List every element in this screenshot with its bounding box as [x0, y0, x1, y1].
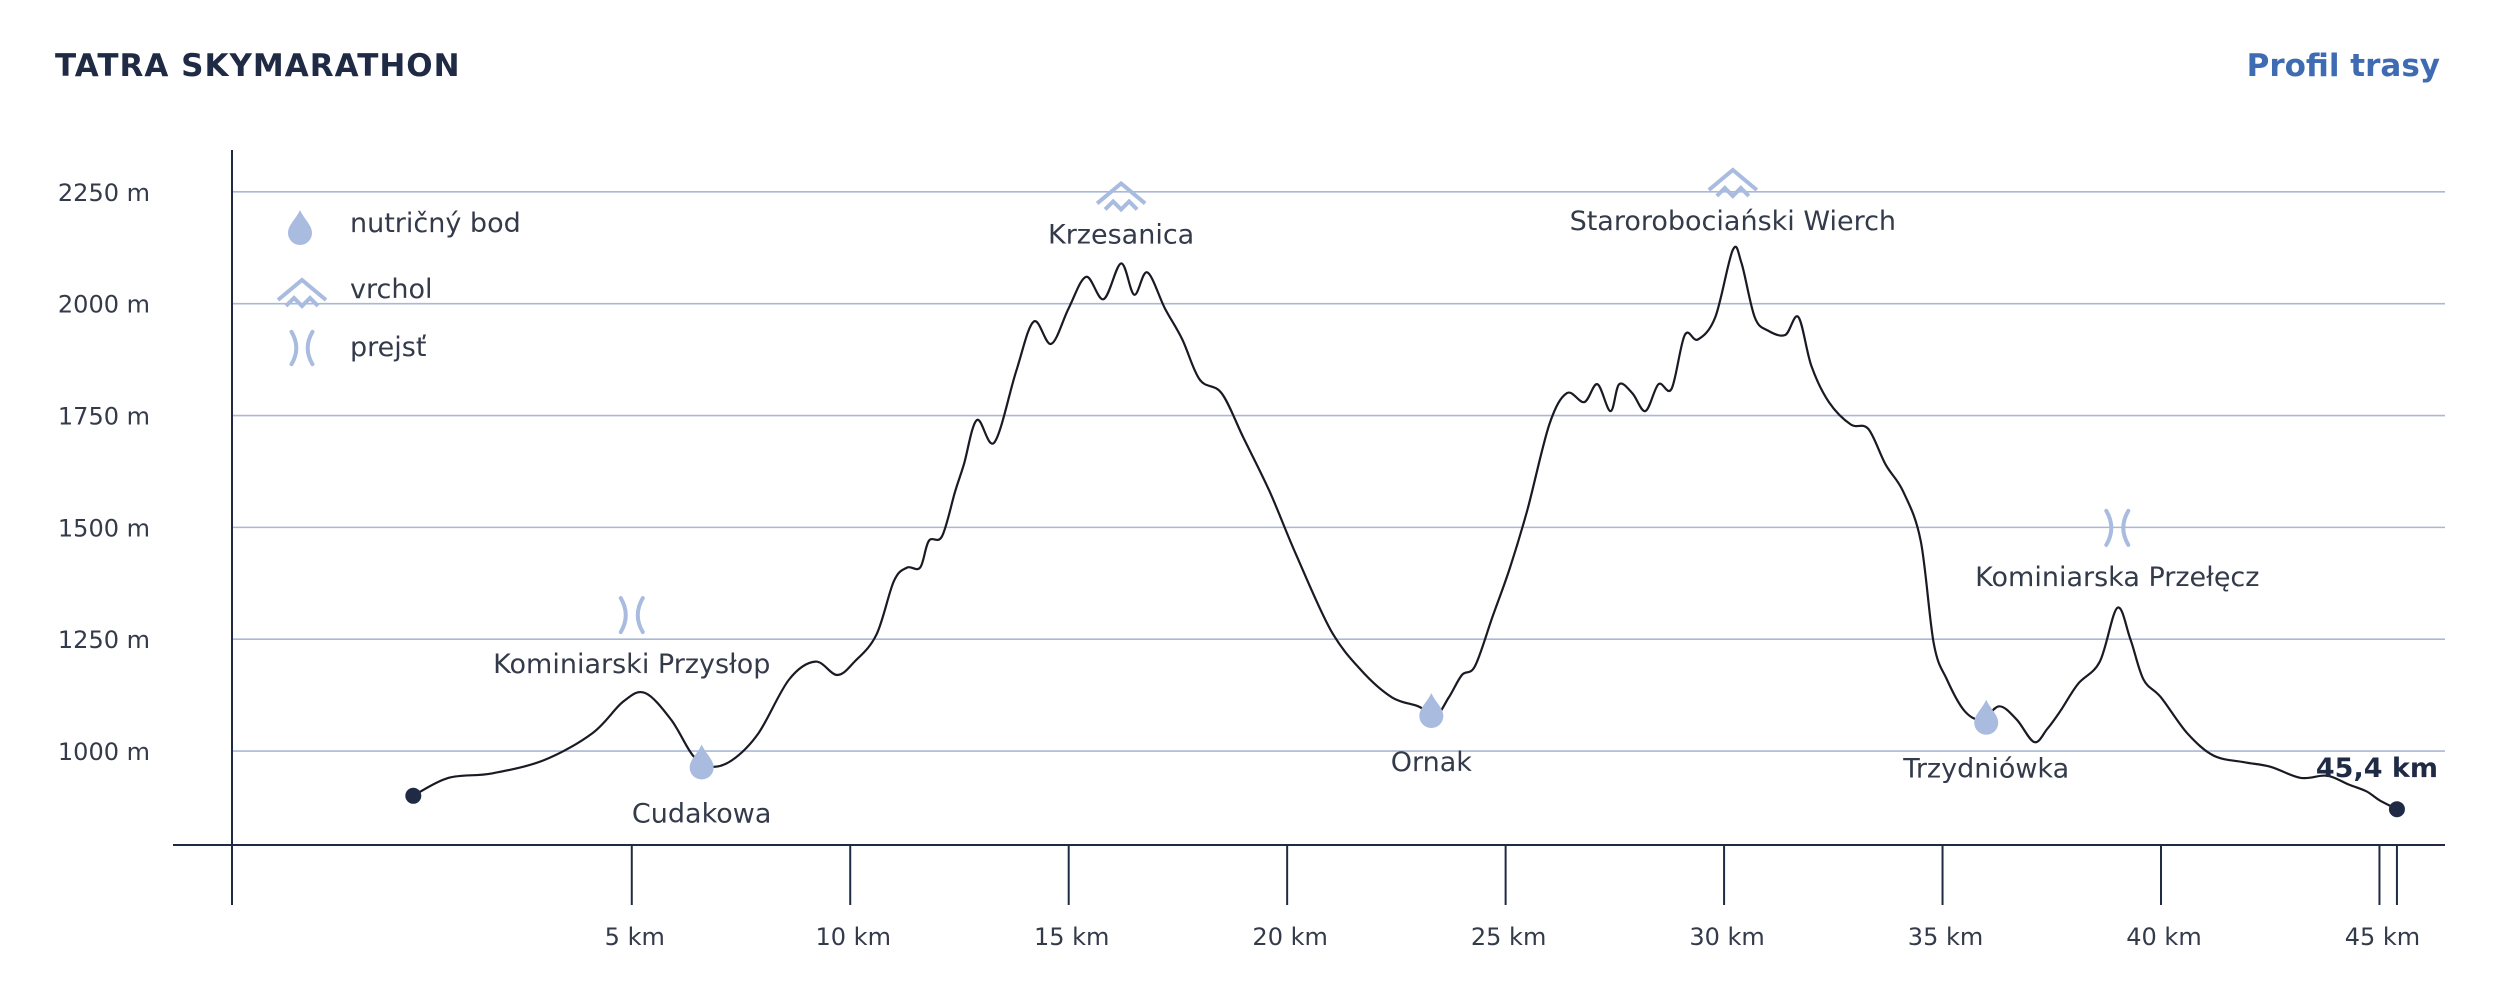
pass-icon-right	[635, 596, 645, 635]
legend: nutričný bod vrchol prejsť	[276, 208, 521, 367]
page-subtitle: Profil trasy	[2246, 48, 2440, 84]
legend-label-nutrition: nutričný bod	[350, 208, 521, 239]
peak-icon-outer	[276, 277, 328, 302]
annotation-label: Kominiarska Przełęcz	[1975, 562, 2259, 593]
annotation-label: Ornak	[1391, 747, 1473, 778]
y-tick-label: 2000 m	[58, 291, 150, 319]
annotation-nutrition: Ornak	[1391, 693, 1473, 778]
start-point	[405, 787, 422, 804]
annotation-label: Krzesanica	[1048, 219, 1194, 250]
drop-icon-shape	[1974, 699, 1999, 735]
legend-label-peak: vrchol	[350, 274, 432, 305]
x-tick-label: 40 km	[2126, 923, 2201, 951]
pass-icon-left	[289, 329, 299, 367]
pass-icon	[289, 329, 315, 367]
peak-icon-inner	[1103, 198, 1139, 213]
peak-icon-outer	[1095, 180, 1147, 205]
annotation-pass: Kominiarski Przysłop	[493, 596, 770, 680]
legend-label-pass: prejsť	[350, 332, 427, 363]
end-point	[2388, 801, 2405, 818]
drop-icon-shape	[689, 744, 714, 780]
y-tick-label: 1250 m	[58, 626, 150, 654]
legend-item-nutrition: nutričný bod	[288, 208, 521, 245]
y-tick-label: 1500 m	[58, 514, 150, 542]
peak-icon-inner	[1715, 185, 1751, 199]
x-tick-label: 20 km	[1252, 923, 1327, 951]
x-tick-label: 10 km	[816, 923, 891, 951]
axis-layer: 1000 m 1250 m 1500 m 1750 m 2000 m 2250 m 5 km…	[58, 150, 2445, 951]
annotation-nutrition: Cudakowa	[632, 744, 771, 829]
x-tick-label: 25 km	[1471, 923, 1546, 951]
mountain-peak-icon	[276, 277, 328, 309]
x-tick-label: 15 km	[1034, 923, 1109, 951]
annotation-label: Starorobociański Wierch	[1570, 206, 1896, 237]
legend-item-peak: vrchol	[276, 274, 432, 309]
annotation-peak: Starorobociański Wierch	[1570, 167, 1896, 237]
drop-icon	[288, 210, 312, 245]
profile-layer: 45,4 km	[405, 245, 2438, 818]
drop-icon-shape	[288, 210, 312, 245]
elevation-profile-line	[412, 245, 2398, 811]
annotation-pass: Kominiarska Przełęcz	[1975, 508, 2259, 593]
y-tick-label: 2250 m	[58, 179, 150, 207]
peak-icon-inner	[284, 295, 320, 309]
pass-icon-left	[2104, 508, 2114, 547]
annotation-label: Kominiarski Przysłop	[493, 649, 770, 680]
pass-icon-right	[305, 329, 315, 367]
annotation-layer: Cudakowa Kominiarski Przysłop Krzesanica Or…	[493, 167, 2259, 829]
drop-icon-shape	[1419, 693, 1444, 729]
end-distance-label: 45,4 km	[2316, 753, 2438, 784]
pass-icon-right	[2121, 508, 2131, 547]
annotation-label: Trzydniówka	[1902, 754, 2069, 785]
x-tick-label: 30 km	[1689, 923, 1764, 951]
grid-layer	[232, 191, 2445, 752]
y-tick-label: 1000 m	[58, 738, 150, 766]
annotation-peak: Krzesanica	[1048, 180, 1194, 250]
legend-item-pass: prejsť	[289, 329, 427, 367]
y-tick-label: 1750 m	[58, 403, 150, 431]
pass-icon-left	[618, 596, 628, 635]
brand-title: TATRA SKYMARATHON	[55, 48, 461, 84]
x-tick-label: 45 km	[2345, 923, 2420, 951]
x-tick-label: 35 km	[1908, 923, 1983, 951]
peak-icon-outer	[1707, 167, 1759, 192]
x-tick-label: 5 km	[605, 923, 665, 951]
annotation-label: Cudakowa	[632, 798, 771, 829]
annotation-nutrition: Trzydniówka	[1902, 699, 2069, 785]
